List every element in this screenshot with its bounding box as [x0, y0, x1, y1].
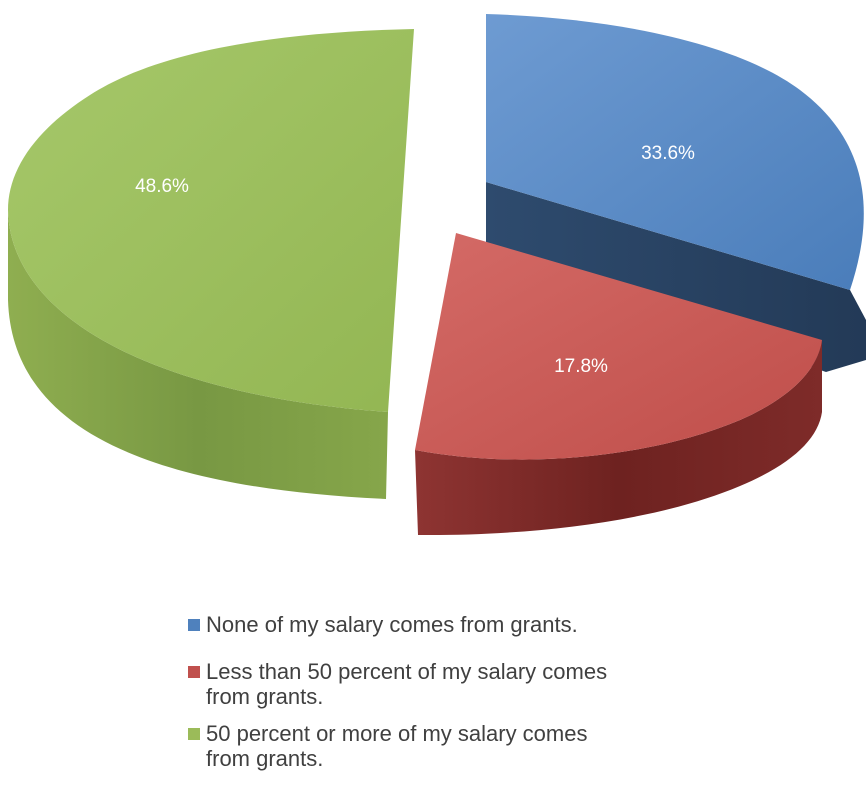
legend-text-cont: from grants.: [206, 746, 324, 771]
legend-item-50-or-more: 50 percent or more of my salary comes fr…: [186, 721, 786, 771]
slice-less-side: [415, 340, 822, 536]
slice-label-less-than-50: 17.8%: [554, 356, 608, 377]
legend-text: 50 percent or more of my salary comes: [206, 721, 588, 746]
slice-more-top: [8, 29, 414, 412]
slice-more-side: [8, 210, 388, 499]
slice-label-50-or-more: 48.6%: [135, 176, 189, 197]
slice-none-side: [486, 182, 866, 372]
legend-swatch-red: [188, 666, 200, 678]
slice-none-top: [486, 14, 864, 290]
legend-swatch-green: [188, 728, 200, 740]
pie-slice-less-than-50: [415, 233, 822, 536]
legend-item-none: None of my salary comes from grants.: [186, 612, 786, 637]
legend-text: Less than 50 percent of my salary comes: [206, 659, 608, 684]
legend-text: None of my salary comes from grants.: [206, 612, 578, 637]
pie-slice-none: [486, 14, 866, 372]
legend-item-less-than-50: Less than 50 percent of my salary comes …: [186, 659, 786, 709]
legend: None of my salary comes from grants. Les…: [186, 612, 786, 771]
slice-less-top: [415, 233, 822, 460]
legend-text-cont: from grants.: [206, 684, 324, 709]
legend-swatch-blue: [188, 619, 200, 631]
slice-label-none: 33.6%: [641, 143, 695, 164]
pie-slice-50-or-more: [8, 29, 414, 499]
